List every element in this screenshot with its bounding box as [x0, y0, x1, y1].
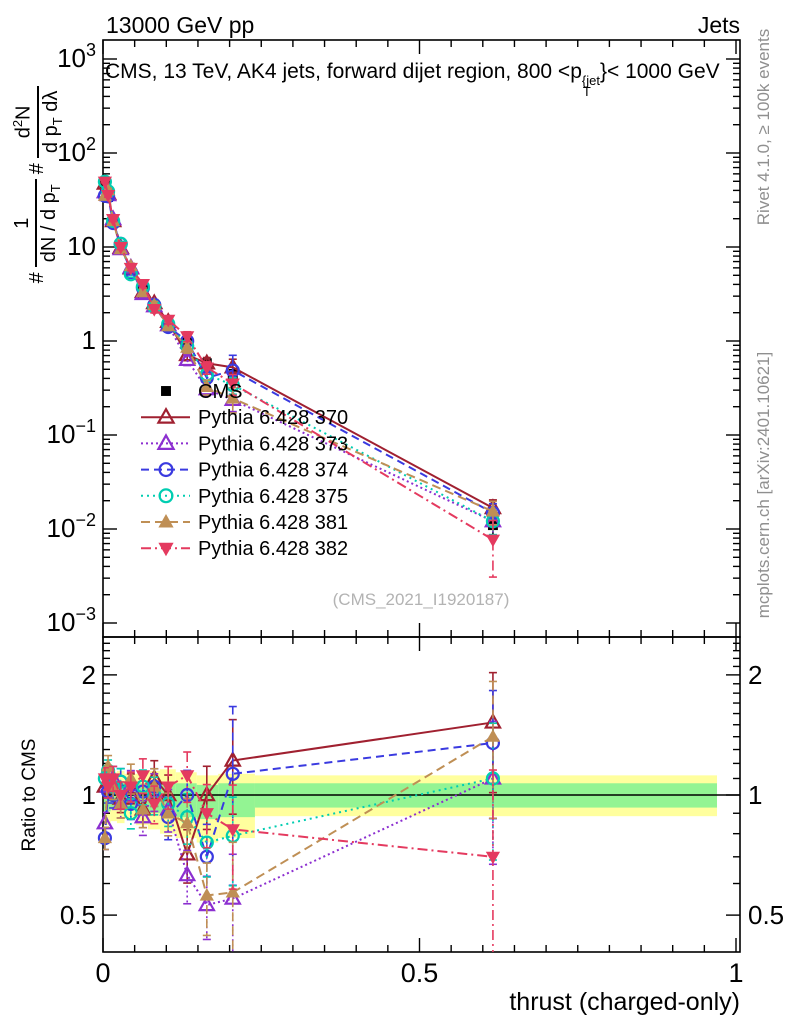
- fraction-one: 1 dN / d pT: [11, 179, 63, 268]
- legend-entry-cms: CMS: [161, 381, 242, 403]
- analysis-id-watermark: (CMS_2021_I1920187): [332, 590, 510, 609]
- legend-entry-pythia-6-428-373: Pythia 6.428 373: [141, 433, 348, 455]
- legend-label: Pythia 6.428 375: [198, 486, 348, 508]
- series-main-pythia-6-428-382: [97, 176, 501, 578]
- ratio-y-tick-label-right: 0.5: [748, 900, 784, 930]
- ratio-y-axis-label: Ratio to CMS: [19, 738, 40, 852]
- legend-entry-pythia-6-428-375: Pythia 6.428 375: [141, 486, 348, 508]
- legend-entry-pythia-6-428-374: Pythia 6.428 374: [141, 460, 348, 482]
- legend-label: Pythia 6.428 370: [198, 407, 348, 429]
- legend-label: CMS: [198, 381, 242, 403]
- analysis-group-label: Jets: [697, 12, 740, 38]
- pt-jet-script: {jet T: [581, 73, 600, 99]
- main-y-tick-label: 103: [57, 40, 96, 73]
- main-y-tick-label: 1: [82, 325, 96, 355]
- main-y-tick-label: 10−1: [47, 416, 96, 449]
- x-axis-label: thrust (charged-only): [509, 988, 740, 1016]
- x-tick-label: 0: [95, 958, 110, 988]
- main-y-tick-label: 10−3: [47, 604, 96, 637]
- axis-ticks: [102, 40, 740, 952]
- ratio-y-tick-label-left: 1: [82, 780, 96, 810]
- ratio-y-tick-label-left: 2: [82, 660, 96, 690]
- legend-label: Pythia 6.428 382: [198, 538, 348, 560]
- series-ratio-pythia-6-428-382: [97, 751, 501, 952]
- x-tick-label: 1: [728, 958, 743, 988]
- ratio-y-tick-label-left: 0.5: [60, 900, 96, 930]
- series-main-pythia-6-428-373: [95, 182, 502, 537]
- legend-label: Pythia 6.428 374: [198, 460, 348, 482]
- ratio-y-tick-label-right: 1: [748, 780, 762, 810]
- plot-title: CMS, 13 TeV, AK4 jets, forward dijet reg…: [105, 60, 720, 99]
- main-y-tick-label: 10−2: [47, 510, 96, 543]
- legend-entry-pythia-6-428-381: Pythia 6.428 381: [141, 512, 348, 534]
- ratio-y-tick-label-right: 2: [748, 660, 762, 690]
- main-y-tick-label: 10: [67, 231, 96, 261]
- beam-energy-label: 13000 GeV pp: [106, 12, 255, 38]
- main-y-axis-label: #1 dN / d pT # d2N d pT dλ: [10, 35, 66, 335]
- legend-entry-pythia-6-428-370: Pythia 6.428 370: [141, 406, 348, 429]
- rivet-version-label: Rivet 4.1.0, ≥ 100k events: [754, 28, 773, 226]
- legend-label: Pythia 6.428 381: [198, 512, 348, 534]
- legend: CMS Pythia 6.428 370 Pythia 6.428 373 Pythi…: [141, 381, 348, 560]
- mcplots-credit-label: mcplots.cern.ch [arXiv:2401.10621]: [754, 351, 773, 619]
- x-tick-label: 0.5: [401, 958, 439, 988]
- series-ratio-pythia-6-428-373: [95, 720, 502, 952]
- main-y-tick-label: 102: [57, 134, 96, 167]
- legend-label: Pythia 6.428 373: [198, 433, 348, 455]
- fraction-two: d2N d pT dλ: [10, 85, 65, 159]
- legend-entry-pythia-6-428-382: Pythia 6.428 382: [141, 538, 348, 560]
